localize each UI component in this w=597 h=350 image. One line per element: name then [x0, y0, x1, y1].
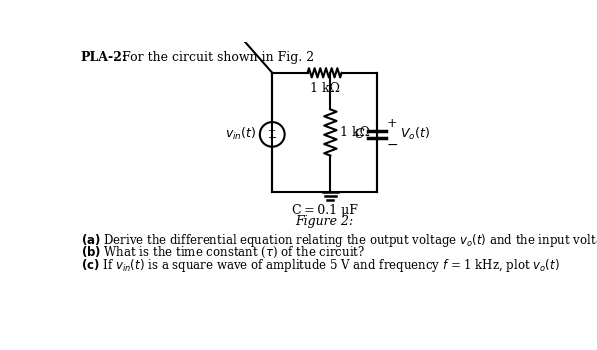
- Text: C = 0.1 μF: C = 0.1 μF: [291, 204, 358, 217]
- Text: −: −: [267, 133, 277, 143]
- Text: $\bf{(b)}$ What is the time constant ($\tau$) of the circuit?: $\bf{(b)}$ What is the time constant ($\…: [81, 245, 365, 260]
- Text: −: −: [387, 138, 398, 152]
- Text: $\bf{(a)}$ Derive the differential equation relating the output voltage $v_o(t)$: $\bf{(a)}$ Derive the differential equat…: [81, 232, 597, 249]
- Text: $V_o(t)$: $V_o(t)$: [400, 126, 430, 142]
- Text: PLA-2:: PLA-2:: [81, 51, 127, 64]
- Text: $v_{in}(t)$: $v_{in}(t)$: [226, 126, 257, 142]
- Text: 1 kΩ: 1 kΩ: [310, 82, 340, 95]
- Text: +: +: [268, 126, 276, 135]
- Text: C: C: [355, 128, 365, 141]
- Text: 1 kΩ: 1 kΩ: [340, 126, 370, 139]
- Text: - For the circuit shown in Fig. 2: - For the circuit shown in Fig. 2: [110, 51, 315, 64]
- Text: $\bf{(c)}$ If $v_{in}(t)$ is a square wave of amplitude 5 V and frequency $f$ = : $\bf{(c)}$ If $v_{in}(t)$ is a square wa…: [81, 257, 559, 274]
- Text: +: +: [387, 117, 398, 130]
- Text: Figure 2:: Figure 2:: [296, 215, 353, 228]
